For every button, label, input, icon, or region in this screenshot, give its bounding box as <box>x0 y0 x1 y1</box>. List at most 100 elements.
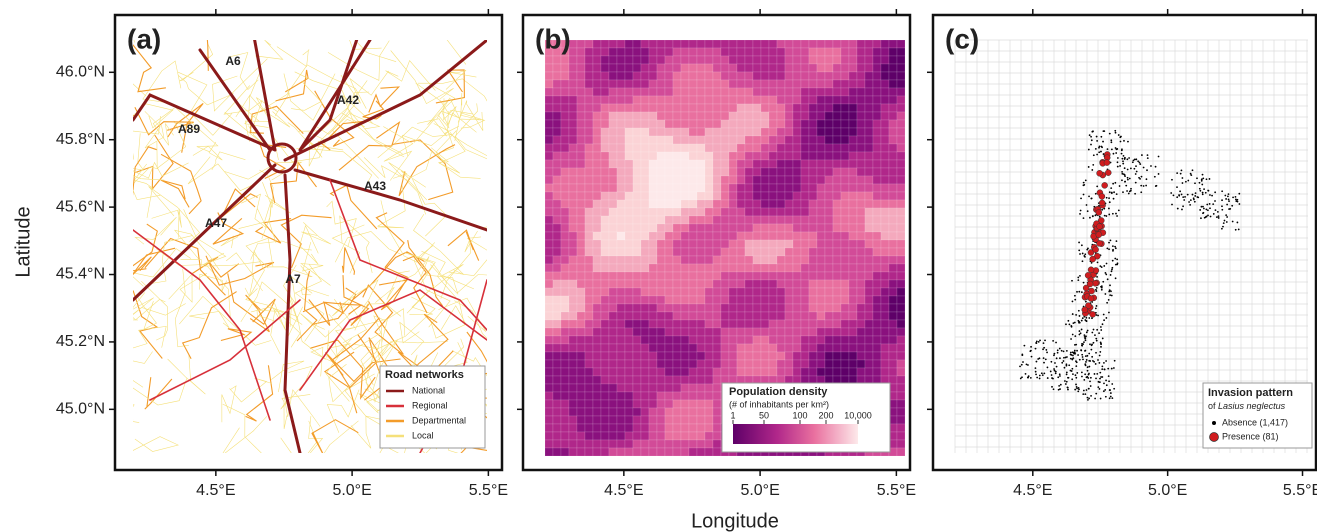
absence-point <box>1170 192 1172 194</box>
density-cell <box>641 40 649 48</box>
density-cell <box>777 208 785 216</box>
density-cell <box>761 96 769 104</box>
density-cell <box>585 48 593 56</box>
density-cell <box>833 296 841 304</box>
road <box>335 231 400 262</box>
density-cell <box>841 200 849 208</box>
density-cell <box>889 216 897 224</box>
density-cell <box>689 320 697 328</box>
absence-point <box>1237 199 1239 201</box>
presence-point <box>1088 296 1094 302</box>
density-cell <box>881 304 889 312</box>
absence-point <box>1088 373 1090 375</box>
absence-point <box>1084 373 1086 375</box>
density-cell <box>897 248 905 256</box>
legend-entry: National <box>412 385 445 395</box>
density-cell <box>785 256 793 264</box>
density-cell <box>801 304 809 312</box>
density-cell <box>561 400 569 408</box>
density-cell <box>817 176 825 184</box>
absence-point <box>1147 157 1149 159</box>
density-cell <box>697 280 705 288</box>
density-cell <box>777 72 785 80</box>
absence-point <box>1052 340 1054 342</box>
density-cell <box>681 168 689 176</box>
absence-point <box>1112 249 1114 251</box>
road <box>448 230 479 260</box>
density-cell <box>673 64 681 72</box>
density-cell <box>769 168 777 176</box>
density-cell <box>801 136 809 144</box>
absence-point <box>1042 374 1044 376</box>
absence-point <box>1079 330 1081 332</box>
x-tick-label: 5.0°E <box>1148 482 1187 499</box>
density-cell <box>817 80 825 88</box>
absence-point <box>1071 354 1073 356</box>
density-cell <box>617 352 625 360</box>
absence-point <box>1084 334 1086 336</box>
density-cell <box>633 136 641 144</box>
absence-point <box>1210 216 1212 218</box>
density-cell <box>769 248 777 256</box>
density-cell <box>545 240 553 248</box>
density-cell <box>713 192 721 200</box>
absence-point <box>1176 196 1178 198</box>
density-cell <box>545 360 553 368</box>
density-cell <box>865 184 873 192</box>
density-cell <box>785 136 793 144</box>
density-cell <box>633 424 641 432</box>
density-cell <box>553 144 561 152</box>
density-cell <box>729 184 737 192</box>
density-cell <box>593 256 601 264</box>
density-cell <box>841 368 849 376</box>
absence-point <box>1036 340 1038 342</box>
density-cell <box>689 264 697 272</box>
density-cell <box>689 272 697 280</box>
density-cell <box>593 248 601 256</box>
density-cell <box>729 88 737 96</box>
density-cell <box>577 120 585 128</box>
density-cell <box>593 128 601 136</box>
absence-point <box>1217 211 1219 213</box>
density-cell <box>817 320 825 328</box>
density-cell <box>665 256 673 264</box>
density-cell <box>729 264 737 272</box>
density-cell <box>785 88 793 96</box>
density-cell <box>577 352 585 360</box>
density-cell <box>729 48 737 56</box>
absence-point <box>1109 133 1111 135</box>
density-cell <box>737 264 745 272</box>
density-cell <box>697 200 705 208</box>
density-cell <box>737 80 745 88</box>
density-cell <box>881 256 889 264</box>
density-cell <box>585 280 593 288</box>
absence-point <box>1099 145 1101 147</box>
density-cell <box>625 152 633 160</box>
absence-point <box>1123 140 1125 142</box>
density-cell <box>609 296 617 304</box>
density-cell <box>641 88 649 96</box>
density-cell <box>873 336 881 344</box>
density-cell <box>625 120 633 128</box>
density-cell <box>577 280 585 288</box>
density-cell <box>761 312 769 320</box>
density-cell <box>545 400 553 408</box>
density-cell <box>697 56 705 64</box>
density-cell <box>793 280 801 288</box>
density-cell <box>697 288 705 296</box>
density-cell <box>737 176 745 184</box>
density-cell <box>641 352 649 360</box>
absence-point <box>1021 364 1023 366</box>
density-cell <box>553 80 561 88</box>
density-cell <box>713 440 721 448</box>
density-cell <box>649 328 657 336</box>
road <box>246 365 273 421</box>
density-cell <box>633 288 641 296</box>
density-cell <box>609 336 617 344</box>
density-cell <box>833 368 841 376</box>
density-cell <box>817 64 825 72</box>
density-cell <box>785 216 793 224</box>
density-cell <box>593 448 601 456</box>
density-cell <box>753 360 761 368</box>
density-cell <box>673 112 681 120</box>
